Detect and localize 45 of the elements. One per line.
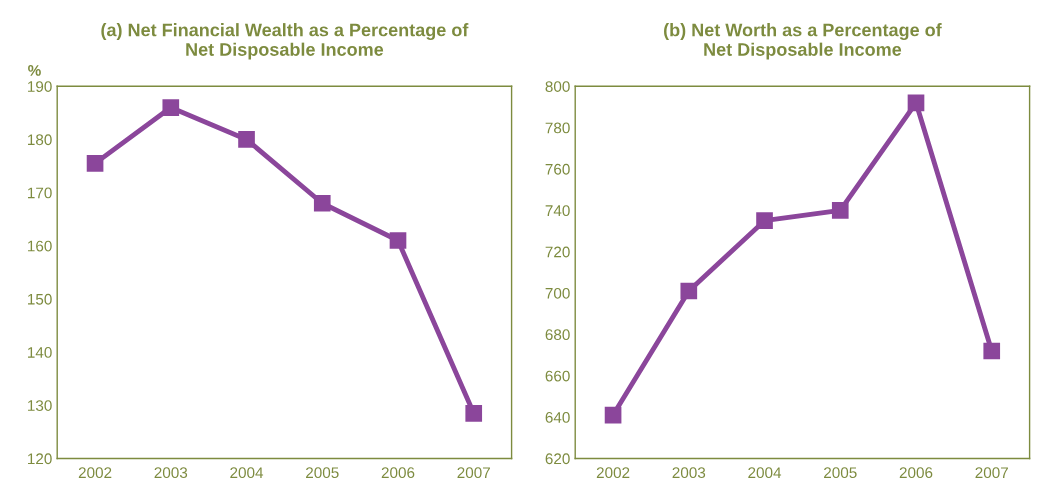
y-tick-label: 680 <box>545 329 570 341</box>
y-tick-label: 620 <box>545 453 570 465</box>
y-tick-label: 180 <box>28 134 52 146</box>
x-tick-label: 2005 <box>306 467 339 479</box>
y-tick-label: 140 <box>28 347 52 358</box>
y-tick-label: 800 <box>545 81 570 92</box>
x-tick-label: 2007 <box>457 467 490 479</box>
x-tick-label: 2002 <box>596 467 630 479</box>
x-tick-label: 2007 <box>975 467 1008 479</box>
y-tick-label: 660 <box>545 370 570 382</box>
x-tick-label: 2005 <box>824 467 857 479</box>
y-tick-label: 760 <box>545 163 570 175</box>
point <box>983 342 1001 360</box>
point <box>756 212 773 230</box>
x-tick-label: 2006 <box>381 467 415 479</box>
y-tick-label: 120 <box>28 453 52 465</box>
y-tick-label: 740 <box>545 205 570 217</box>
point <box>313 194 331 212</box>
y-tick-label: 780 <box>545 122 570 134</box>
point <box>162 99 180 116</box>
x-tick-label: 2002 <box>78 467 112 479</box>
point <box>907 94 925 112</box>
y-tick-label: 130 <box>28 400 52 411</box>
y-tick-label: 160 <box>28 240 52 252</box>
chart-title: (b) Net Worth as a Percentage of Net Disposable Income <box>664 23 942 60</box>
x-tick-label: 2003 <box>672 467 706 479</box>
y-tick-label: 150 <box>28 293 52 305</box>
y-tick-label: 190 <box>28 81 52 92</box>
point <box>238 131 255 148</box>
chart-title: (a) Net Financial Wealth as a Percentage of Net Disposable Income <box>101 23 469 60</box>
point <box>86 155 104 172</box>
x-tick-label: 2006 <box>899 467 933 479</box>
x-tick-label: 2004 <box>230 467 264 479</box>
y-tick-label: 170 <box>28 187 52 199</box>
y-tick-label: 640 <box>545 412 570 423</box>
y-tick-label: 720 <box>545 246 570 258</box>
point <box>680 282 698 300</box>
point <box>389 232 407 249</box>
x-tick-label: 2004 <box>748 467 782 479</box>
point <box>465 404 483 422</box>
y-axis-title: % <box>28 65 41 76</box>
point <box>831 202 849 219</box>
point <box>604 406 622 424</box>
y-tick-label: 700 <box>545 287 570 299</box>
x-tick-label: 2003 <box>154 467 188 479</box>
